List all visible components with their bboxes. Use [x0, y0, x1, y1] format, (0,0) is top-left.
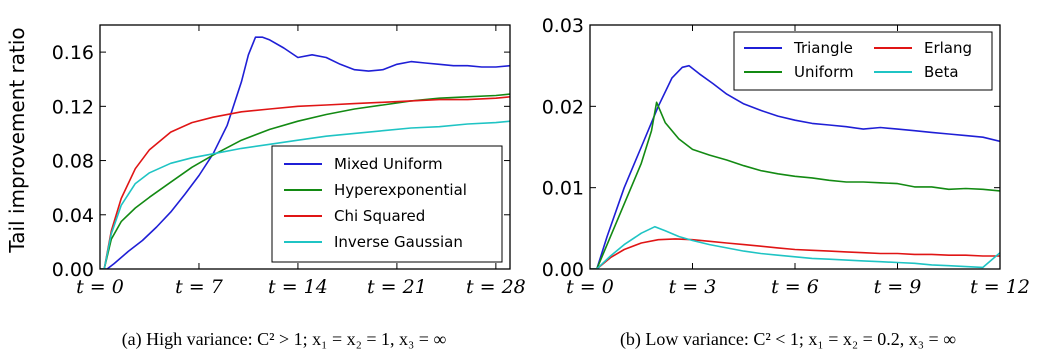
legend-label: Hyperexponential — [334, 181, 467, 199]
y-tick-label: 0.08 — [52, 151, 94, 173]
y-tick-label: 0.03 — [542, 15, 584, 37]
x-tick-label: t = 12 — [970, 276, 1030, 298]
x-tick-label: t = 0 — [76, 276, 124, 298]
legend-box — [733, 31, 993, 91]
series-line-triangle — [590, 64, 1000, 269]
y-axis-label: Tail improvement ratio — [5, 27, 29, 253]
x-tick-label: t = 7 — [175, 276, 224, 298]
legend-label: Inverse Gaussian — [334, 233, 463, 251]
legend-label: Mixed Uniform — [334, 155, 443, 173]
legend-label: Beta — [924, 63, 959, 81]
legend-b: Triangle Uniform Erlang Beta — [733, 31, 993, 91]
x-tick-label: t = 6 — [771, 276, 819, 298]
legend-a: Mixed Uniform Hyperexponential Chi Squared… — [271, 145, 503, 263]
series-line-hyperexponential — [100, 93, 510, 269]
chart-panel-a: 0.00 0.04 0.08 0.12 0.16 t = 0 t = 7 t = 14 t = … — [52, 24, 526, 350]
x-tick-label: t = 21 — [367, 276, 427, 298]
series-line-mixed-uniform — [100, 36, 510, 269]
y-tick-label: 0.12 — [52, 96, 94, 118]
legend-label: Uniform — [794, 63, 854, 81]
plot-frame-a — [99, 24, 511, 270]
plot-frame-b — [589, 24, 1001, 270]
legend-label: Chi Squared — [334, 207, 425, 225]
series-line-beta — [590, 225, 1000, 269]
x-tick-label: t = 14 — [268, 276, 328, 298]
series-line-erlang — [590, 238, 1000, 269]
y-tick-label: 0.02 — [542, 96, 584, 118]
plot-area-b: 0.00 0.01 0.02 0.03 t = 0 t = 3 t = 6 t = 9 t = … — [542, 15, 1030, 298]
y-tick-label: 0.00 — [542, 259, 584, 281]
legend-label: Triangle — [793, 39, 853, 57]
series-line-inverse-gaussian — [100, 120, 510, 269]
series-line-uniform — [590, 101, 1000, 269]
y-tick-label: 0.04 — [52, 205, 94, 227]
y-tick-label: 0.01 — [542, 178, 584, 200]
chart-panel-b: 0.00 0.01 0.02 0.03 t = 0 t = 3 t = 6 t = 9 t = … — [542, 15, 1030, 350]
plot-area-a: 0.00 0.04 0.08 0.12 0.16 t = 0 t = 7 t = 14 t = … — [52, 25, 526, 298]
legend-label: Erlang — [924, 39, 972, 57]
series-line-chi-squared — [100, 96, 510, 269]
caption-b: (b) Low variance: C² < 1; x₁ = x₂ = 0.2,… — [620, 329, 956, 350]
y-tick-label: 0.16 — [52, 42, 94, 64]
x-tick-label: t = 3 — [669, 276, 717, 298]
x-tick-label: t = 28 — [466, 276, 526, 298]
caption-a: (a) High variance: C² > 1; x₁ = x₂ = 1, … — [122, 329, 447, 350]
y-tick-label: 0.00 — [52, 259, 94, 281]
x-tick-label: t = 9 — [874, 276, 922, 298]
x-tick-label: t = 0 — [566, 276, 614, 298]
